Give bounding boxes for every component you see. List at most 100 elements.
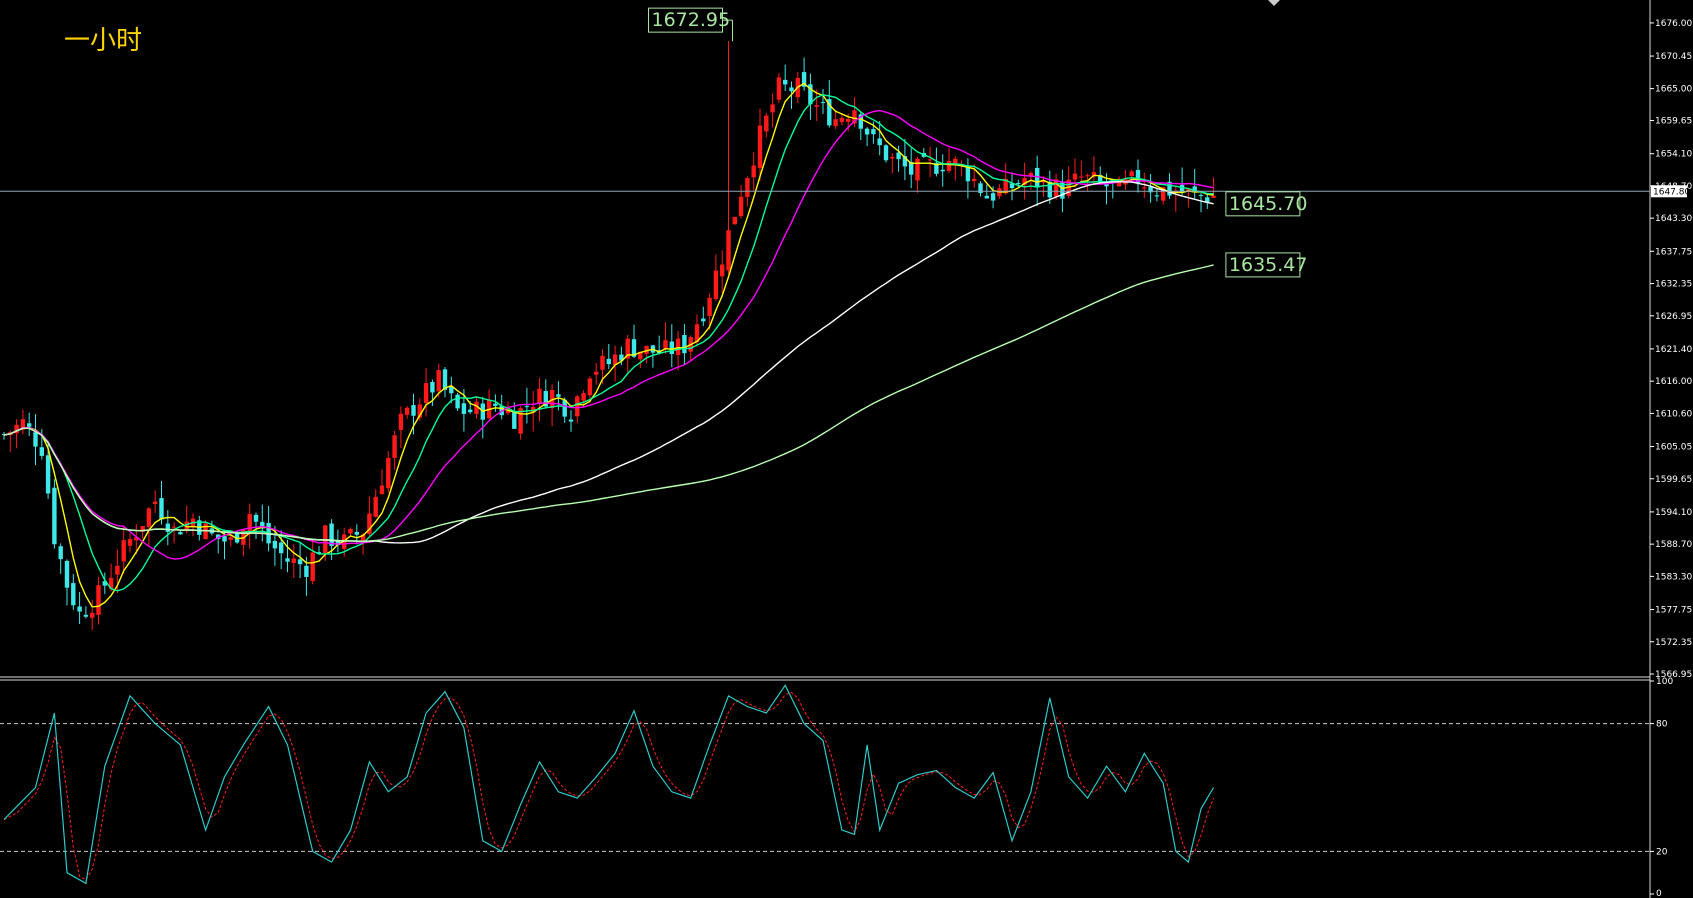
- candle-body: [852, 110, 857, 124]
- candle-body: [581, 393, 586, 401]
- candle-body: [216, 534, 221, 539]
- candle-body: [108, 577, 114, 589]
- candle-body: [990, 193, 996, 201]
- price-tick-label: 1599.65: [1655, 475, 1692, 485]
- candle-body: [1098, 174, 1103, 182]
- candle-body: [701, 318, 706, 322]
- candle-body: [159, 498, 164, 520]
- stoch-tick-label: 100: [1656, 677, 1673, 687]
- candle-body: [594, 371, 599, 375]
- candle-body: [631, 339, 637, 357]
- price-tick-label: 1566.95: [1655, 670, 1692, 680]
- candle-body: [707, 297, 712, 316]
- candle-body: [310, 552, 315, 582]
- candle-body: [663, 340, 668, 350]
- candle-body: [524, 406, 530, 408]
- candle-body: [1009, 183, 1015, 189]
- candle-body: [757, 125, 763, 168]
- candle-body: [505, 410, 511, 414]
- candle-body: [1205, 197, 1210, 203]
- price-tick-label: 1654.10: [1655, 150, 1692, 160]
- candle-body: [127, 539, 133, 546]
- candle-body: [1179, 184, 1185, 193]
- candle-body: [833, 119, 838, 127]
- candle-body: [14, 424, 19, 434]
- candle-body: [512, 411, 517, 429]
- price-tick-label: 1659.65: [1655, 117, 1692, 127]
- candle-body: [556, 394, 561, 397]
- candle-body: [316, 552, 322, 554]
- candle-body: [83, 614, 89, 617]
- candle-body: [846, 118, 851, 122]
- candle-body: [430, 382, 435, 393]
- candle-body: [33, 432, 38, 447]
- candle-body: [1022, 177, 1027, 185]
- candle-body: [820, 102, 826, 104]
- candle-body: [720, 264, 725, 277]
- ma-line-20: [3, 109, 1214, 560]
- candle-body: [783, 79, 788, 85]
- candle-body: [1060, 181, 1065, 199]
- candle-body: [52, 487, 57, 545]
- candle-body: [392, 435, 397, 458]
- candle-body: [1192, 186, 1197, 192]
- shift-marker-icon[interactable]: [1268, 0, 1280, 6]
- candle-body: [461, 403, 467, 414]
- candle-body: [1148, 186, 1153, 193]
- candle-body: [360, 534, 366, 541]
- candle-body: [537, 388, 542, 405]
- candle-body: [543, 391, 548, 407]
- candle-body: [329, 523, 334, 546]
- candle-body: [335, 541, 341, 546]
- ma-line-10: [3, 94, 1214, 592]
- price-tick-label: 1588.70: [1655, 540, 1692, 550]
- candle-body: [247, 513, 252, 532]
- candle-body: [474, 401, 479, 415]
- candle-body: [96, 585, 101, 615]
- candle-body: [253, 514, 259, 522]
- candle-body: [291, 558, 296, 563]
- candle-body: [745, 178, 750, 197]
- price-tick-label: 1665.00: [1655, 85, 1692, 95]
- candle-body: [965, 166, 971, 182]
- candle-body: [871, 129, 876, 135]
- candle-body: [1066, 179, 1071, 196]
- candle-body: [883, 145, 889, 161]
- candle-body: [713, 270, 719, 300]
- price-tick-label: 1676.00: [1655, 19, 1692, 29]
- candle-body: [279, 542, 284, 554]
- candle-body: [64, 560, 70, 588]
- current-price-label: 1647.80: [1653, 187, 1690, 197]
- candle-body: [1142, 187, 1147, 189]
- price-tick-label: 1572.35: [1655, 638, 1692, 648]
- stoch-tick-label: 80: [1656, 720, 1668, 730]
- candle-body: [71, 583, 76, 606]
- candle-body: [638, 351, 643, 360]
- candle-body: [373, 496, 378, 517]
- candle-body: [121, 540, 126, 562]
- candle-body: [468, 409, 473, 413]
- candle-body: [1085, 175, 1090, 177]
- candle-body: [379, 485, 385, 495]
- candles: [1, 41, 1216, 631]
- candle-body: [1198, 195, 1204, 197]
- candle-body: [978, 183, 983, 194]
- candle-body: [417, 404, 422, 418]
- candle-body: [1053, 179, 1059, 197]
- candle-body: [587, 378, 593, 396]
- price-tick-label: 1610.60: [1655, 409, 1692, 419]
- candle-body: [738, 196, 744, 217]
- candle-body: [909, 161, 914, 175]
- candle-body: [877, 138, 882, 146]
- price-tick-label: 1594.10: [1655, 508, 1692, 518]
- candle-body: [45, 455, 51, 494]
- candle-body: [902, 156, 908, 167]
- candle-body: [297, 559, 303, 565]
- price-tick-label: 1583.30: [1655, 572, 1692, 582]
- candle-body: [442, 369, 448, 390]
- candle-body: [764, 115, 769, 132]
- candle-body: [165, 523, 170, 532]
- candle-body: [619, 354, 624, 361]
- candle-body: [140, 526, 145, 532]
